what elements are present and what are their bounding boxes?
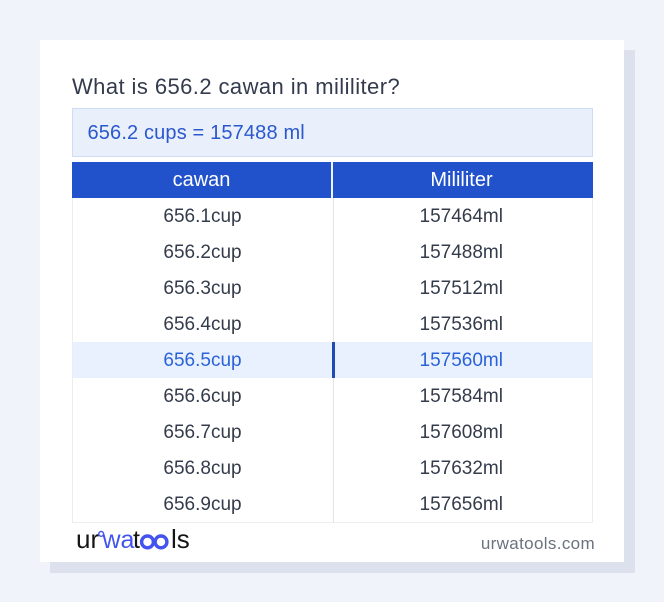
svg-text:t: t [133, 526, 140, 554]
svg-text:wa: wa [102, 526, 135, 554]
svg-text:ls: ls [171, 525, 190, 554]
svg-text:ur: ur [76, 525, 99, 554]
